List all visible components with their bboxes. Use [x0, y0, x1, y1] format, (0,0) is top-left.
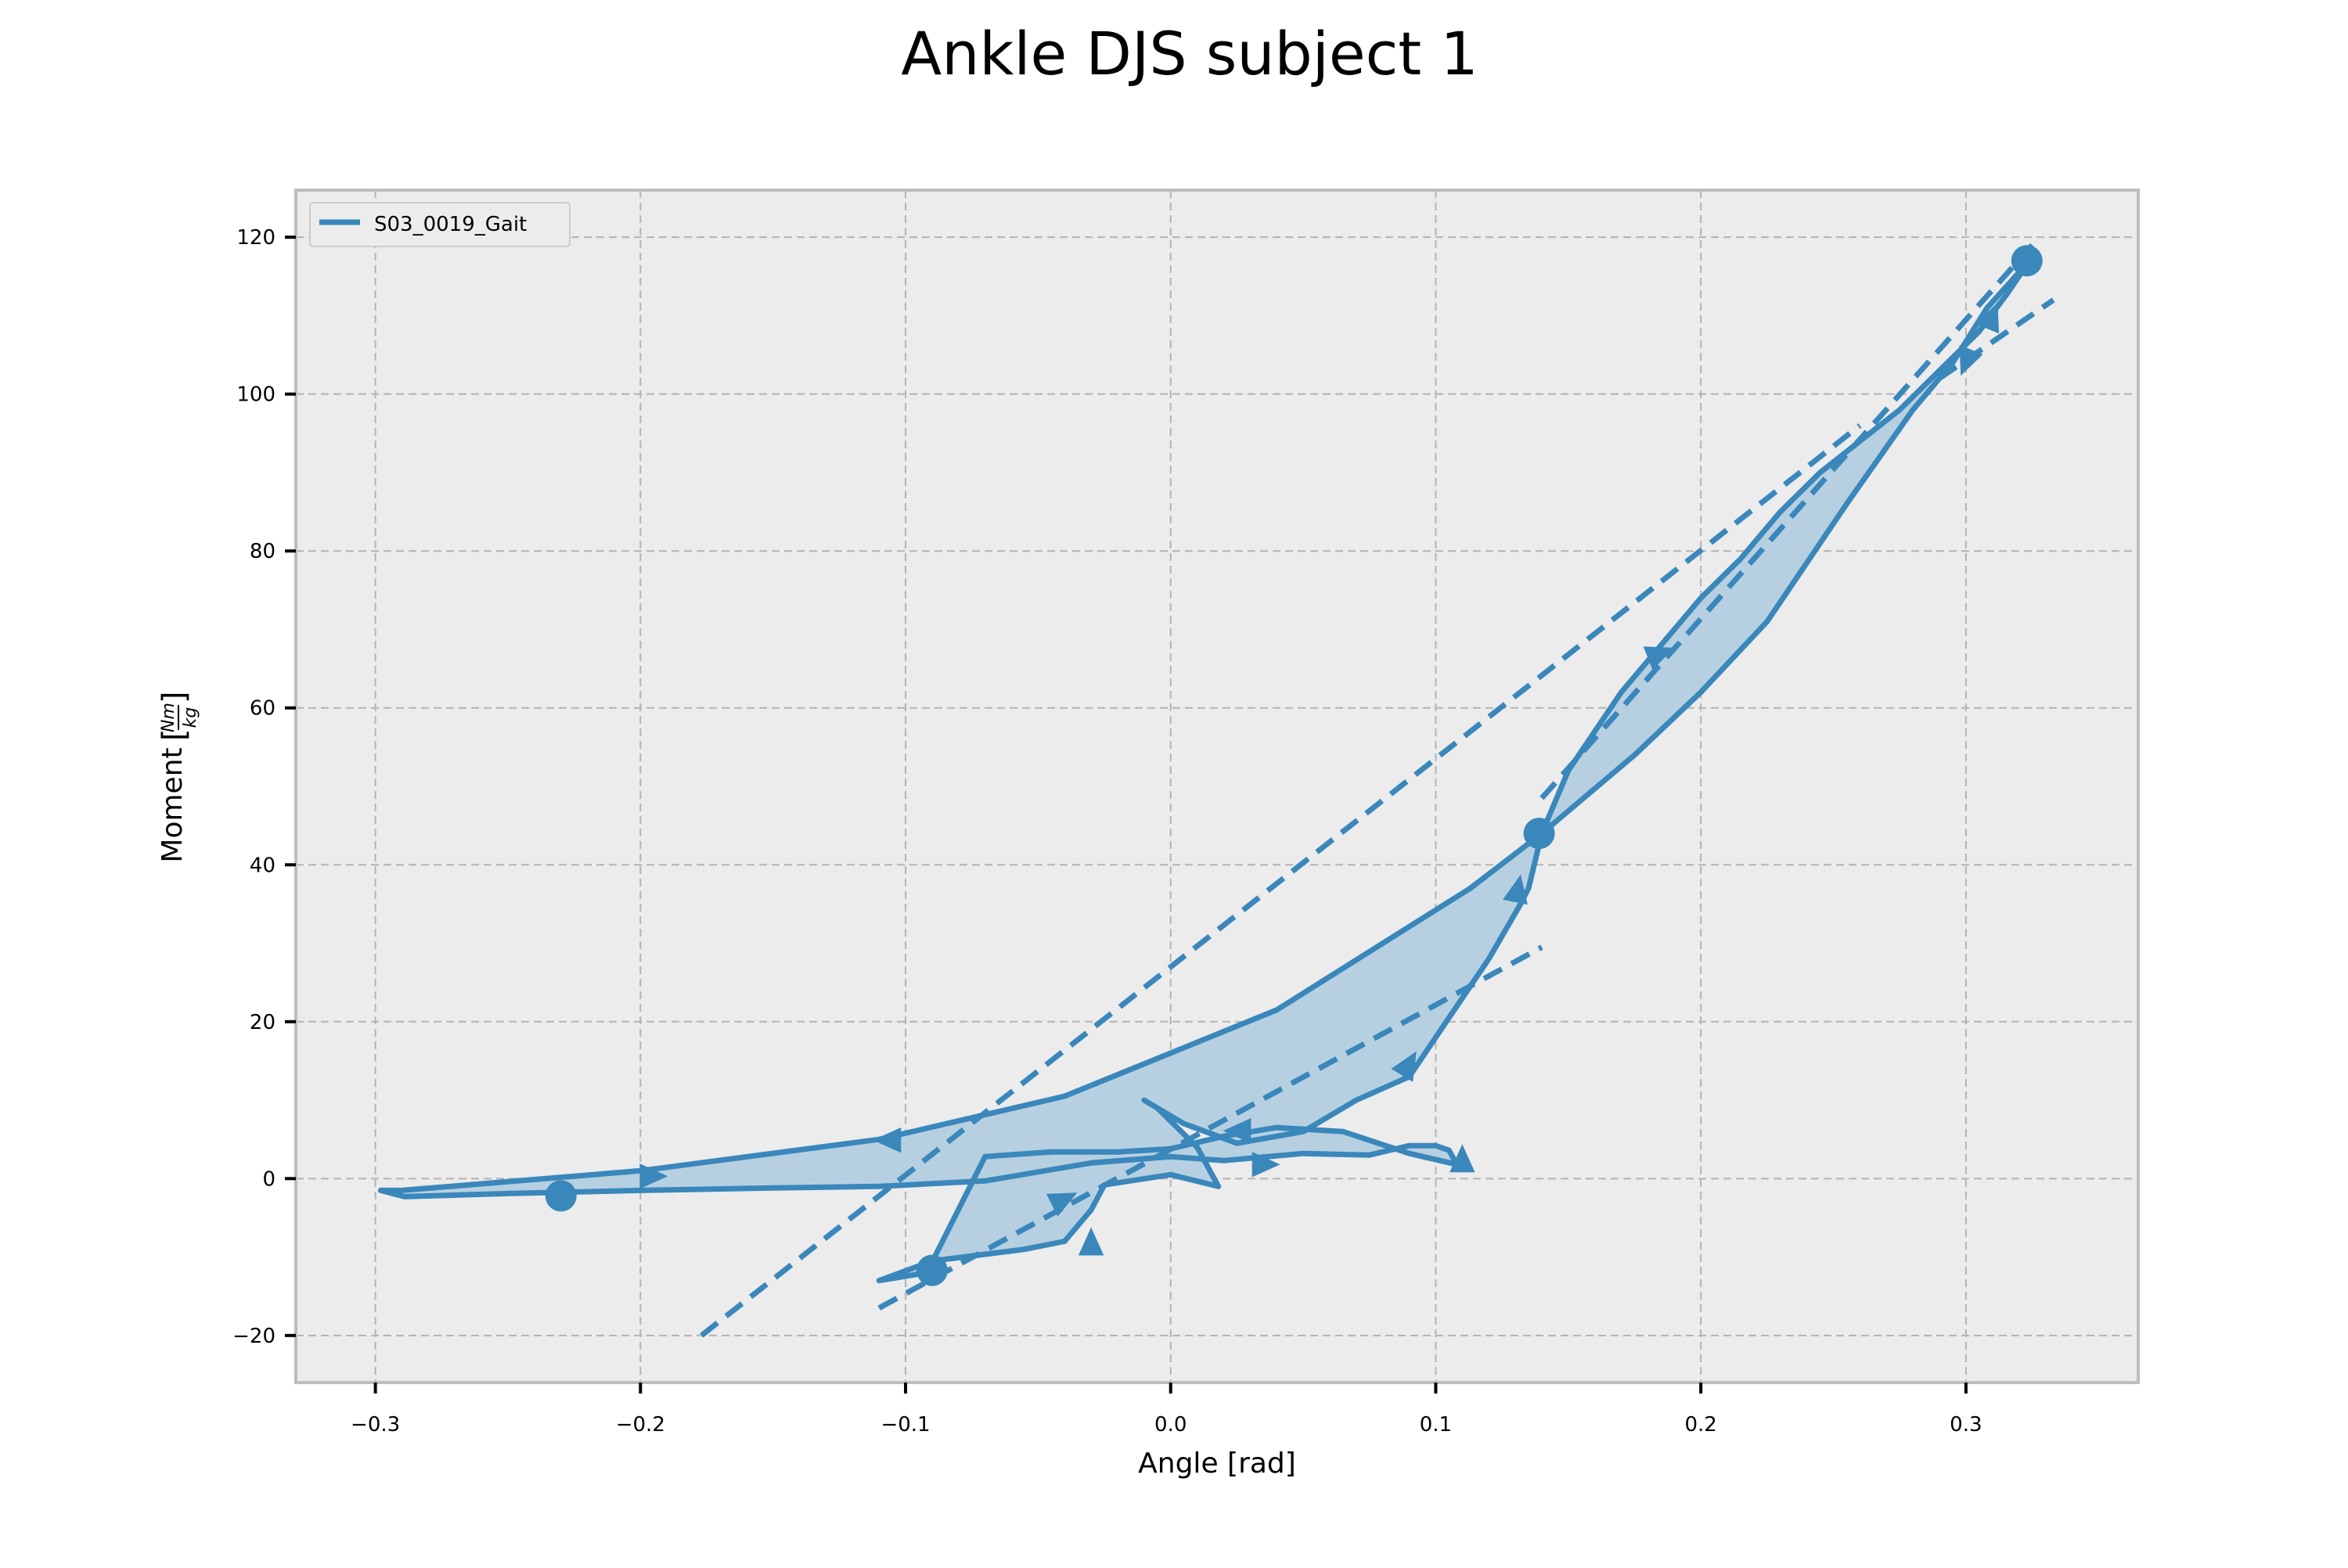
x-axis-ticks: −0.3 −0.2 −0.1 0.0 0.1 0.2 0.3 [351, 1383, 1982, 1437]
direction-arrow [1643, 646, 1674, 671]
direction-arrow [1078, 1227, 1104, 1256]
regression-lines [700, 243, 2055, 1338]
direction-arrow [1959, 344, 1983, 376]
series-line [377, 257, 2033, 1284]
y-axis-label: Moment [ Nm kg ] [157, 691, 200, 862]
y-axis-label-bracket-close: ] [157, 691, 193, 703]
y-axis-label-numerator: Nm [159, 703, 178, 732]
direction-arrow [1503, 874, 1528, 905]
y-axis-label-text: Moment [157, 747, 189, 862]
y-tick-label: −20 [232, 1325, 275, 1348]
direction-arrow [639, 1163, 668, 1189]
legend: S03_0019_Gait [309, 202, 571, 247]
phase-marker [916, 1254, 948, 1286]
y-tick-label: 120 [236, 226, 275, 250]
direction-arrow [873, 1127, 902, 1153]
regression-line [877, 944, 1543, 1311]
y-axis-label-bracket-open: [ [157, 728, 193, 741]
phase-markers [545, 245, 2043, 1286]
direction-arrow [1975, 302, 2000, 334]
y-tick-label: 60 [250, 697, 275, 721]
plot-frame [294, 189, 2140, 1384]
y-axis-ticks: −20 0 20 40 60 80 100 120 [232, 226, 296, 1348]
x-tick-label: 0.1 [1420, 1413, 1452, 1437]
x-tick-label: 0.3 [1950, 1413, 1982, 1437]
direction-arrow [1391, 1051, 1417, 1082]
series-lines [377, 257, 2033, 1284]
regression-line [700, 423, 1862, 1338]
x-axis-label: Angle [rad] [1138, 1448, 1296, 1480]
x-tick-label: 0.0 [1154, 1413, 1187, 1437]
y-axis-label-denominator: kg [181, 707, 200, 728]
x-tick-label: 0.2 [1684, 1413, 1716, 1437]
direction-arrow [1223, 1118, 1251, 1144]
direction-arrow [1449, 1144, 1475, 1173]
y-tick-label: 0 [262, 1167, 275, 1191]
direction-arrows [639, 302, 2000, 1256]
y-tick-label: 40 [250, 854, 275, 877]
phase-marker [2011, 245, 2043, 277]
x-tick-label: −0.3 [351, 1413, 400, 1437]
grid [296, 190, 2138, 1383]
direction-arrow [1251, 1152, 1280, 1178]
legend-label: S03_0019_Gait [374, 213, 527, 236]
regression-line [1937, 297, 2055, 381]
x-tick-label: −0.2 [616, 1413, 665, 1437]
phase-marker [545, 1180, 577, 1212]
legend-box [309, 202, 571, 247]
x-tick-label: −0.1 [880, 1413, 930, 1437]
y-tick-label: 20 [250, 1011, 275, 1034]
chart-title: Ankle DJS subject 1 [901, 19, 1478, 88]
y-tick-label: 100 [236, 383, 275, 407]
y-tick-label: 80 [250, 540, 275, 563]
direction-arrow [1046, 1192, 1078, 1217]
phase-marker [1523, 818, 1555, 850]
